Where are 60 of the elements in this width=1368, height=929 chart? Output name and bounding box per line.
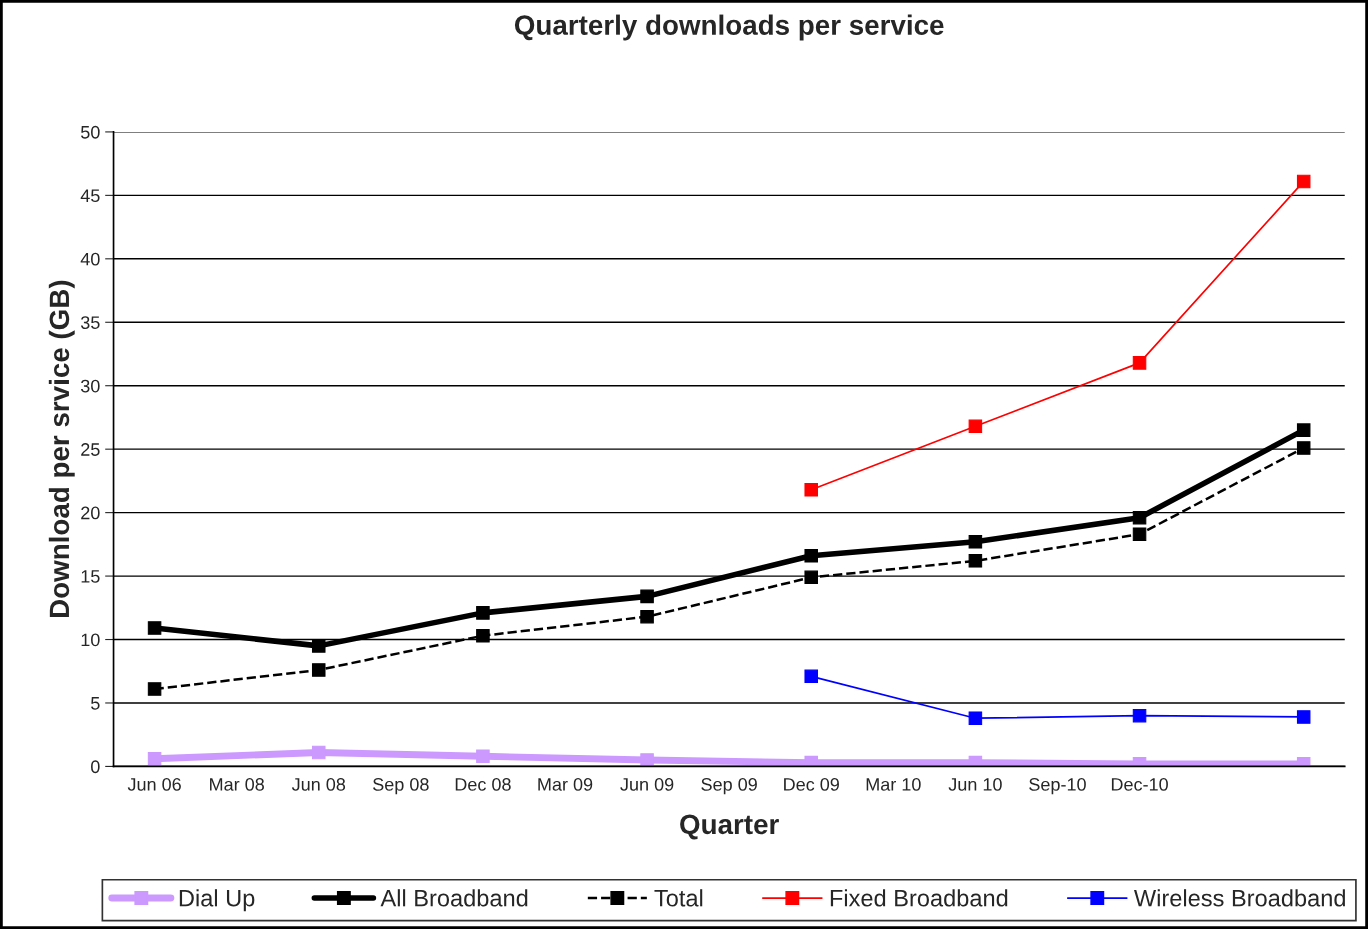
y-tick-label: 50 [80,125,100,139]
point [1132,708,1147,723]
y-tick-label: 40 [80,252,100,266]
x-tick-label: Mar 10 [866,778,921,791]
point [968,554,983,568]
point [311,639,326,653]
point [1132,510,1147,525]
point [1296,441,1311,455]
chart-title: Quarterly downloads per service [514,14,944,41]
y-tick-label: 5 [91,697,100,710]
x-tick-label: Jun 10 [948,778,1002,791]
point [968,711,983,725]
x-tick-label: Mar 08 [210,778,264,791]
y-tick-label: 45 [80,189,100,203]
legend-label: Wireless Broadband [1133,889,1345,907]
point [476,749,490,764]
legend-label: All Broadband [380,889,528,907]
y-axis-title: Download per srvice (GB) [48,280,75,618]
point [1132,356,1147,370]
x-tick-label: Sep 09 [701,778,757,795]
point [147,621,162,635]
x-tick-label: Dec 09 [784,778,839,791]
y-tick-label: 0 [91,760,100,774]
x-tick-label: Dec-10 [1111,778,1168,791]
point [1132,527,1147,541]
x-tick-label: Jun 09 [620,778,674,791]
legend-label: Dial Up [179,889,255,912]
y-tick-label: 20 [81,506,100,520]
y-tick-label: 10 [81,633,100,647]
x-tick-label: Dec 08 [455,778,511,791]
point [476,606,490,620]
legend-label: Total [654,889,703,907]
legend-label: Fixed Broadband [830,889,1008,907]
y-tick-label: 25 [81,443,100,456]
x-tick-label: Jun 08 [291,778,346,791]
x-axis-title: Quarter [680,814,779,840]
point [640,589,654,604]
point [804,549,818,563]
point [804,669,818,684]
point [311,745,326,760]
point [968,419,983,434]
y-tick-label: 15 [81,570,100,583]
point [1296,174,1311,189]
point [640,609,654,624]
point [311,663,326,677]
point [147,682,162,696]
y-tick-label: 30 [80,379,100,393]
point [1296,423,1311,437]
point [968,535,983,549]
x-tick-label: Sep-10 [1029,778,1086,795]
point [640,753,654,767]
point [804,483,818,497]
x-tick-label: Mar 09 [538,778,593,791]
point [476,628,490,643]
y-tick-label: 35 [80,316,100,329]
point [1296,710,1311,724]
point [804,570,818,585]
point [147,752,162,766]
x-tick-label: Sep 08 [373,778,429,795]
x-tick-label: Jun 06 [127,778,181,791]
